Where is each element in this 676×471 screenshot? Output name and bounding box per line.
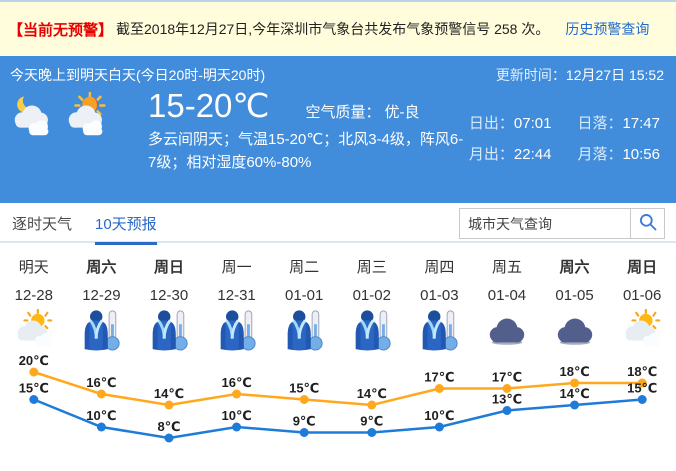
forecast-day-label: 周六 [559, 259, 590, 276]
svg-text:15℃: 15℃ [19, 381, 49, 396]
city-search [459, 208, 665, 239]
overcast-icon [473, 309, 541, 353]
svg-text:9℃: 9℃ [360, 414, 383, 429]
svg-text:15℃: 15℃ [289, 381, 319, 396]
forecast-day-label: 周五 [491, 259, 522, 276]
update-time-label: 更新时间： [495, 67, 566, 83]
partly-cloudy-icon [608, 309, 676, 353]
forecast-column: 周二 01-01 [270, 243, 338, 353]
svg-text:14℃: 14℃ [559, 386, 589, 401]
temperature-block: 15-20℃ 空气质量： 优-良 多云间阴天；气温15-20℃；北风3-4级，阵风… [148, 87, 468, 174]
forecast-column: 周五 01-04 [473, 243, 541, 353]
forecast-date-label: 12-28 [14, 287, 53, 304]
cold-icon [135, 309, 203, 353]
forecast-date-label: 01-03 [420, 287, 459, 304]
svg-text:16℃: 16℃ [221, 375, 251, 390]
warning-summary-text: 截至2018年12月27日,今年深圳市气象台共发布气象预警信号 258 次。 [116, 21, 550, 37]
forecast-day-label: 周一 [221, 259, 252, 276]
history-warning-link[interactable]: 历史预警查询 [565, 21, 650, 37]
svg-text:18℃: 18℃ [559, 364, 589, 379]
forecast-day-label: 周日 [153, 259, 184, 276]
forecast-column: 周日 01-06 [608, 243, 676, 353]
forecast-date-label: 01-04 [487, 287, 527, 304]
forecast-day-label: 周二 [289, 259, 320, 276]
warning-notice-bar: 【当前无预警】 截至2018年12月27日,今年深圳市气象台共发布气象预警信号 … [0, 0, 676, 56]
svg-text:13℃: 13℃ [492, 392, 522, 407]
cold-icon [406, 309, 474, 353]
forecast-date-label: 01-05 [555, 287, 594, 304]
forecast-day-label: 周三 [356, 259, 387, 276]
air-quality: 空气质量： 优-良 [305, 101, 419, 122]
svg-text:10℃: 10℃ [221, 408, 251, 423]
forecast-column: 明天 12-28 [0, 243, 68, 353]
svg-text:9℃: 9℃ [293, 414, 316, 429]
update-time-value: 12月27日 15:52 [565, 67, 664, 83]
cloudy-day-icon [62, 91, 112, 142]
air-quality-value: 优-良 [384, 104, 420, 121]
search-icon [638, 212, 658, 235]
partly-cloudy-icon [0, 309, 68, 353]
panel-header: 今天晚上到明天白天(今日20时-明天20时) 更新时间：12月27日 15:52 [0, 56, 676, 85]
svg-text:18℃: 18℃ [627, 364, 657, 379]
update-time: 更新时间：12月27日 15:52 [496, 65, 664, 85]
forecast-column: 周六 12-29 [68, 243, 136, 353]
moonrise-time: 月出：22:44 [468, 146, 552, 163]
temp-chart: 20℃ 16℃ 14℃ 16℃ 15℃ 14℃ 17℃ 17℃ 18℃ 18℃ 15℃ 10℃ 8℃ 10… [0, 350, 676, 471]
forecast-date-label: 12-31 [217, 287, 256, 304]
cold-icon [270, 309, 338, 353]
forecast-date-label: 01-06 [622, 287, 662, 304]
air-quality-label: 空气质量： [305, 104, 381, 121]
weather-description: 多云间阴天；气温15-20℃；北风3-4级，阵风6-7级；相对湿度60%-80% [148, 131, 464, 171]
forecast-date-label: 01-01 [284, 287, 324, 304]
forecast-column: 周三 01-02 [338, 243, 406, 353]
forecast-day-label: 周日 [627, 259, 658, 276]
forecast-day-label: 周六 [86, 259, 117, 276]
forecast-day-label: 明天 [18, 259, 49, 276]
search-button[interactable] [631, 208, 665, 239]
cloudy-night-icon [8, 92, 58, 142]
svg-text:10℃: 10℃ [86, 408, 116, 423]
svg-text:20℃: 20℃ [19, 353, 49, 368]
moonset-time: 月落：10:56 [577, 146, 660, 163]
tab-hourly-weather[interactable]: 逐时天气 [12, 216, 73, 233]
svg-text:17℃: 17℃ [424, 370, 454, 385]
svg-text:15℃: 15℃ [627, 381, 657, 396]
svg-text:8℃: 8℃ [158, 419, 181, 434]
forecast-date-label: 12-30 [149, 287, 189, 304]
forecast-column: 周一 12-31 [203, 243, 271, 353]
forecast-columns: 明天 12-28 周六 12-29 周日 12-30 周一 12-31 周二 01-01 周三 01-… [0, 243, 676, 353]
sunrise-time: 日出：07:01 [468, 115, 552, 132]
cold-icon [338, 309, 406, 353]
overcast-icon [541, 309, 609, 353]
sunset-time: 日落：17:47 [577, 115, 660, 132]
forecast-day-label: 周四 [424, 259, 455, 276]
forecast-column: 周日 12-30 [135, 243, 203, 353]
forecast-column: 周六 01-05 [541, 243, 609, 353]
forecast-date-label: 12-29 [82, 287, 121, 304]
tab-ten-day-forecast[interactable]: 10天预报 [95, 213, 157, 245]
cold-icon [203, 309, 271, 353]
current-conditions-panel: 今天晚上到明天白天(今日20时-明天20时) 更新时间：12月27日 15:52… [0, 56, 676, 203]
forecast-date-label: 01-02 [352, 287, 391, 304]
svg-text:17℃: 17℃ [492, 370, 522, 385]
temperature-range: 15-20℃ [148, 87, 270, 124]
svg-text:14℃: 14℃ [357, 386, 387, 401]
forecast-column: 周四 01-03 [406, 243, 474, 353]
svg-text:10℃: 10℃ [424, 408, 454, 423]
city-search-input[interactable] [459, 208, 631, 239]
forecast-period-title: 今天晚上到明天白天(今日20时-明天20时) [10, 67, 266, 83]
svg-text:14℃: 14℃ [154, 386, 184, 401]
sun-moon-times: 日出：07:01 日落：17:47 月出：22:44 月落：10:56 [469, 112, 660, 164]
no-warning-badge: 【当前无预警】 [8, 21, 114, 39]
svg-text:16℃: 16℃ [86, 375, 116, 390]
cold-icon [68, 309, 136, 353]
tab-bar: 逐时天气 10天预报 [0, 203, 676, 245]
